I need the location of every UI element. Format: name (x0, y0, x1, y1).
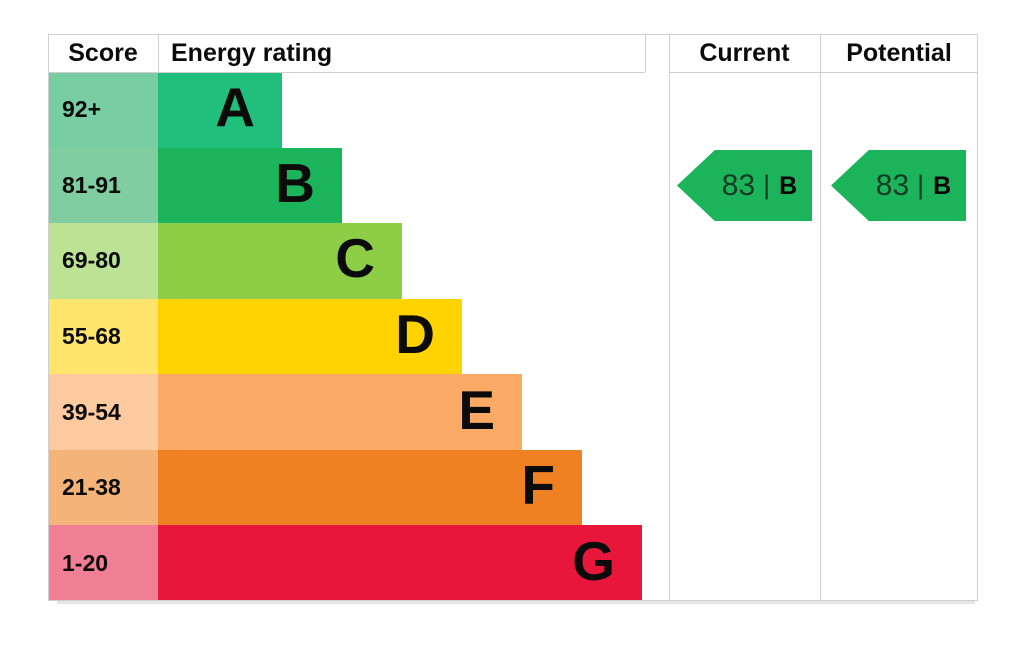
band-bar-e: E (158, 374, 522, 450)
score-range-g: 1-20 (48, 525, 158, 602)
score-range-c: 69-80 (48, 223, 158, 299)
band-row-d: 55-68 D (48, 298, 978, 375)
current-rating-separator: | (763, 170, 771, 200)
band-letter-g: G (572, 529, 615, 592)
band-bar-c: C (158, 223, 402, 299)
score-range-f: 21-38 (48, 449, 158, 526)
header-underline-left (48, 72, 645, 73)
band-letter-f: F (521, 454, 555, 517)
band-row-g: 1-20 G (48, 525, 978, 602)
band-row-c: 69-80 C (48, 223, 978, 299)
band-bar-g: G (158, 525, 642, 602)
current-rating-letter: B (779, 172, 798, 200)
table-header: Score Energy rating Current Potential (48, 34, 978, 72)
energy-rating-column-header: Energy rating (171, 38, 333, 67)
band-bar-d: D (158, 298, 462, 375)
band-letter-b: B (275, 151, 315, 214)
score-header-divider (158, 34, 159, 72)
band-row-e: 39-54 E (48, 374, 978, 450)
epc-table: Score Energy rating Current Potential 92… (48, 34, 978, 602)
potential-column-header: Potential (846, 38, 952, 67)
potential-rating-separator: | (917, 170, 925, 200)
header-underline-right (669, 72, 978, 73)
score-range-a: 92+ (48, 72, 158, 148)
rating-bands: 92+ A 81-91 B 69-80 C 55-68 (48, 72, 978, 602)
band-bar-a: A (158, 72, 282, 148)
score-range-d: 55-68 (48, 298, 158, 375)
current-column-header: Current (699, 38, 790, 67)
potential-rating-value: 83 (875, 168, 910, 202)
band-row-b: 81-91 B (48, 147, 978, 224)
band-letter-a: A (215, 76, 255, 139)
band-bar-f: F (158, 449, 582, 526)
band-letter-c: C (335, 227, 375, 290)
rating-header-divider (645, 34, 646, 72)
score-range-b: 81-91 (48, 147, 158, 224)
potential-rating-letter: B (933, 172, 952, 200)
band-row-f: 21-38 F (48, 449, 978, 526)
band-letter-e: E (458, 378, 495, 441)
current-rating-value: 83 (721, 168, 756, 202)
band-row-a: 92+ A (48, 72, 978, 148)
potential-column-divider (820, 34, 821, 601)
score-range-e: 39-54 (48, 374, 158, 450)
band-bar-b: B (158, 147, 342, 224)
score-column-header: Score (68, 38, 138, 67)
current-column-divider (669, 34, 670, 601)
band-letter-d: D (395, 303, 435, 366)
